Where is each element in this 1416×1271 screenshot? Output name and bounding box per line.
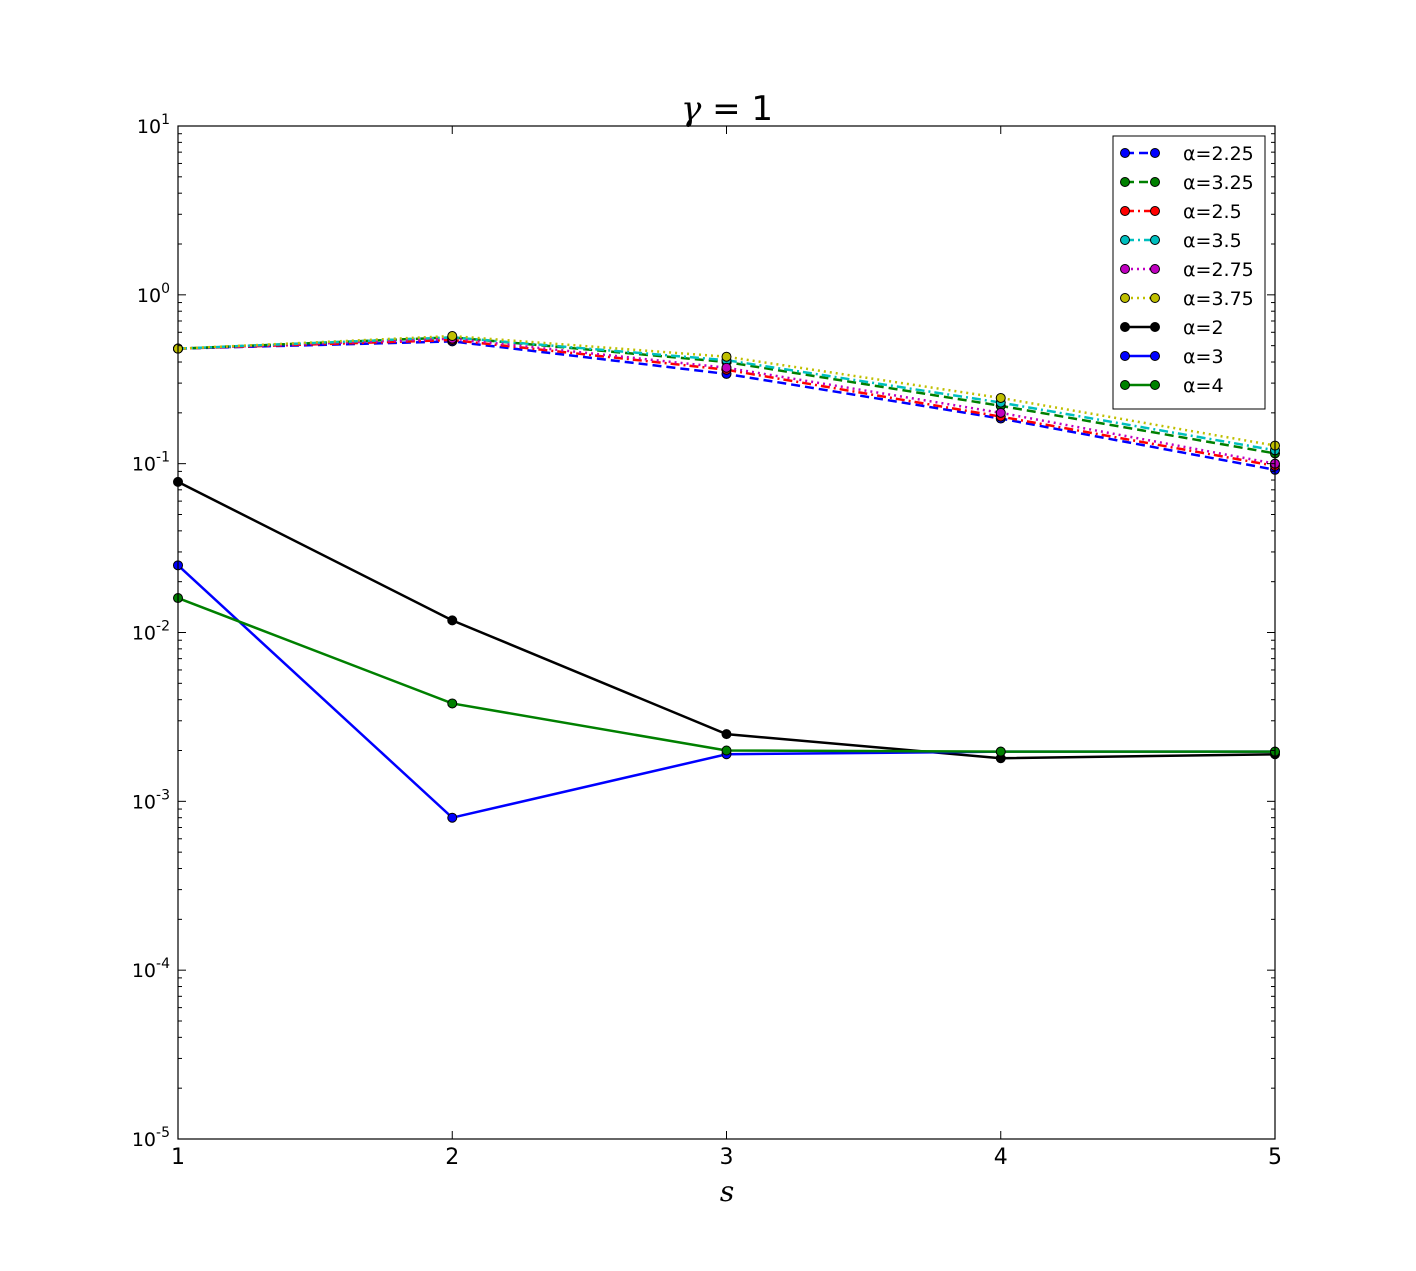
legend-label-6: α=2 — [1183, 317, 1224, 339]
series-line-5 — [177, 334, 1276, 447]
legend-marker-1 — [1150, 177, 1160, 187]
y-tick-label-2: 10-1 — [132, 450, 170, 476]
legend-marker-5 — [1150, 293, 1160, 303]
legend-label-0: α=2.25 — [1183, 143, 1254, 165]
series-line-8 — [177, 596, 1275, 753]
legend-label-8: α=4 — [1183, 375, 1224, 397]
y-tick-label-5: 10-4 — [132, 956, 170, 982]
legend-marker-6 — [1150, 322, 1160, 332]
x-tick-label-4: 5 — [1268, 1145, 1282, 1170]
legend-marker-3 — [1150, 235, 1160, 245]
legend-marker-8 — [1150, 380, 1160, 390]
x-tick-label-1: 2 — [445, 1145, 459, 1170]
x-axis-label: s — [720, 1175, 734, 1208]
legend-marker-0 — [1150, 148, 1160, 158]
legend-label-3: α=3.5 — [1183, 230, 1242, 252]
data-point-8-2 — [721, 745, 732, 756]
chart-title: γ = 1 — [681, 89, 773, 129]
x-tick-label-0: 1 — [171, 1145, 185, 1170]
legend-box — [1112, 135, 1266, 410]
data-point-5-1 — [447, 331, 458, 342]
series-line-7 — [177, 564, 1275, 820]
plot-frame — [177, 125, 1276, 1140]
legend-label-2: α=2.5 — [1183, 201, 1242, 223]
legend-label-5: α=3.75 — [1183, 288, 1254, 310]
legend-marker-4 — [1150, 264, 1160, 274]
data-point-5-3 — [995, 392, 1006, 403]
legend-marker-7 — [1120, 351, 1130, 361]
legend-marker-0 — [1120, 148, 1130, 158]
series-line-3 — [177, 336, 1276, 452]
legend-label-1: α=3.25 — [1183, 172, 1254, 194]
y-tick-label-6: 10-5 — [132, 1125, 170, 1151]
data-point-5-2 — [721, 351, 732, 362]
y-tick-label-3: 10-2 — [132, 619, 170, 645]
legend-marker-2 — [1120, 206, 1130, 216]
data-point-6-2 — [721, 729, 732, 740]
data-point-8-3 — [995, 746, 1006, 757]
y-tick-label-1: 100 — [137, 281, 170, 307]
x-tick-label-2: 3 — [720, 1145, 734, 1170]
legend-marker-4 — [1120, 264, 1130, 274]
legend-marker-2 — [1150, 206, 1160, 216]
legend-marker-5 — [1120, 293, 1130, 303]
series-group — [173, 331, 1280, 823]
legend-marker-8 — [1120, 380, 1130, 390]
data-point-6-1 — [447, 615, 458, 626]
legend-marker-1 — [1120, 177, 1130, 187]
x-tick-label-3: 4 — [994, 1145, 1008, 1170]
data-point-7-1 — [447, 812, 458, 823]
data-point-4-3 — [995, 407, 1006, 418]
legend-marker-3 — [1120, 235, 1130, 245]
legend-label-4: α=2.75 — [1183, 259, 1254, 281]
chart-title-rest: = 1 — [701, 89, 773, 129]
chart-title-symbol: γ — [681, 89, 702, 129]
legend: α=2.25 α=3.25 α=2.5 α=3.5 α=2.75 α=3.75 α=2 α=3… — [1112, 135, 1266, 410]
data-point-8-1 — [447, 698, 458, 709]
legend-marker-7 — [1150, 351, 1160, 361]
legend-marker-6 — [1120, 322, 1130, 332]
y-tick-label-4: 10-3 — [132, 787, 170, 813]
y-tick-label-0: 101 — [137, 112, 170, 138]
legend-label-7: α=3 — [1183, 346, 1224, 368]
data-point-4-2 — [721, 362, 732, 373]
